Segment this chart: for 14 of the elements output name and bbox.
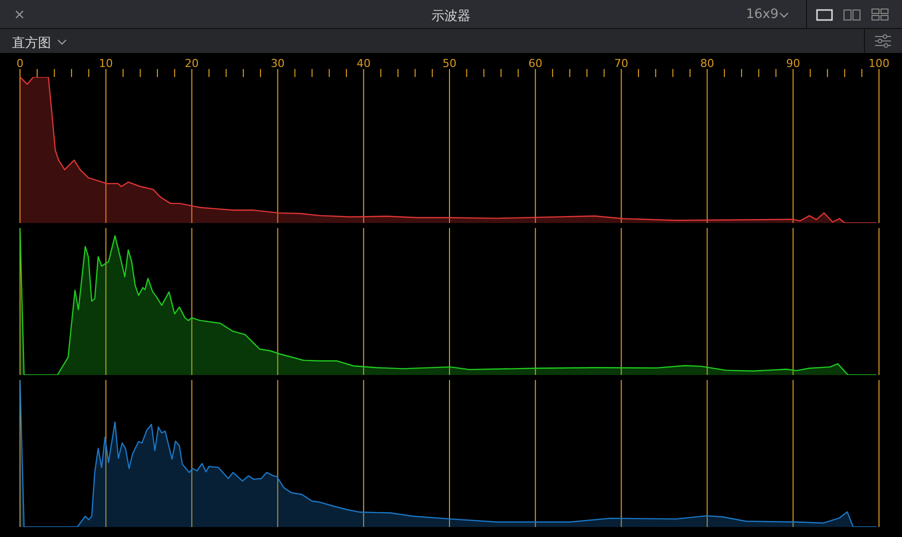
chart-title: 示波器 — [432, 9, 470, 24]
x-tick-label: 10 — [98, 57, 113, 70]
x-tick-label: 70 — [614, 57, 628, 70]
x-tick-label: 20 — [184, 57, 199, 70]
x-tick-label: 100 — [868, 57, 890, 70]
x-tick-label: 90 — [786, 57, 800, 70]
text: 直方图 — [12, 35, 51, 52]
x-tick-label: 0 — [16, 57, 24, 70]
x-tick-label: 60 — [528, 57, 542, 70]
x-tick-label: 30 — [270, 57, 285, 70]
text: 16x9 — [746, 7, 779, 22]
x-tick-label: 80 — [700, 57, 714, 70]
x-tick-label: 40 — [356, 57, 371, 70]
x-tick-label: 50 — [442, 57, 456, 70]
